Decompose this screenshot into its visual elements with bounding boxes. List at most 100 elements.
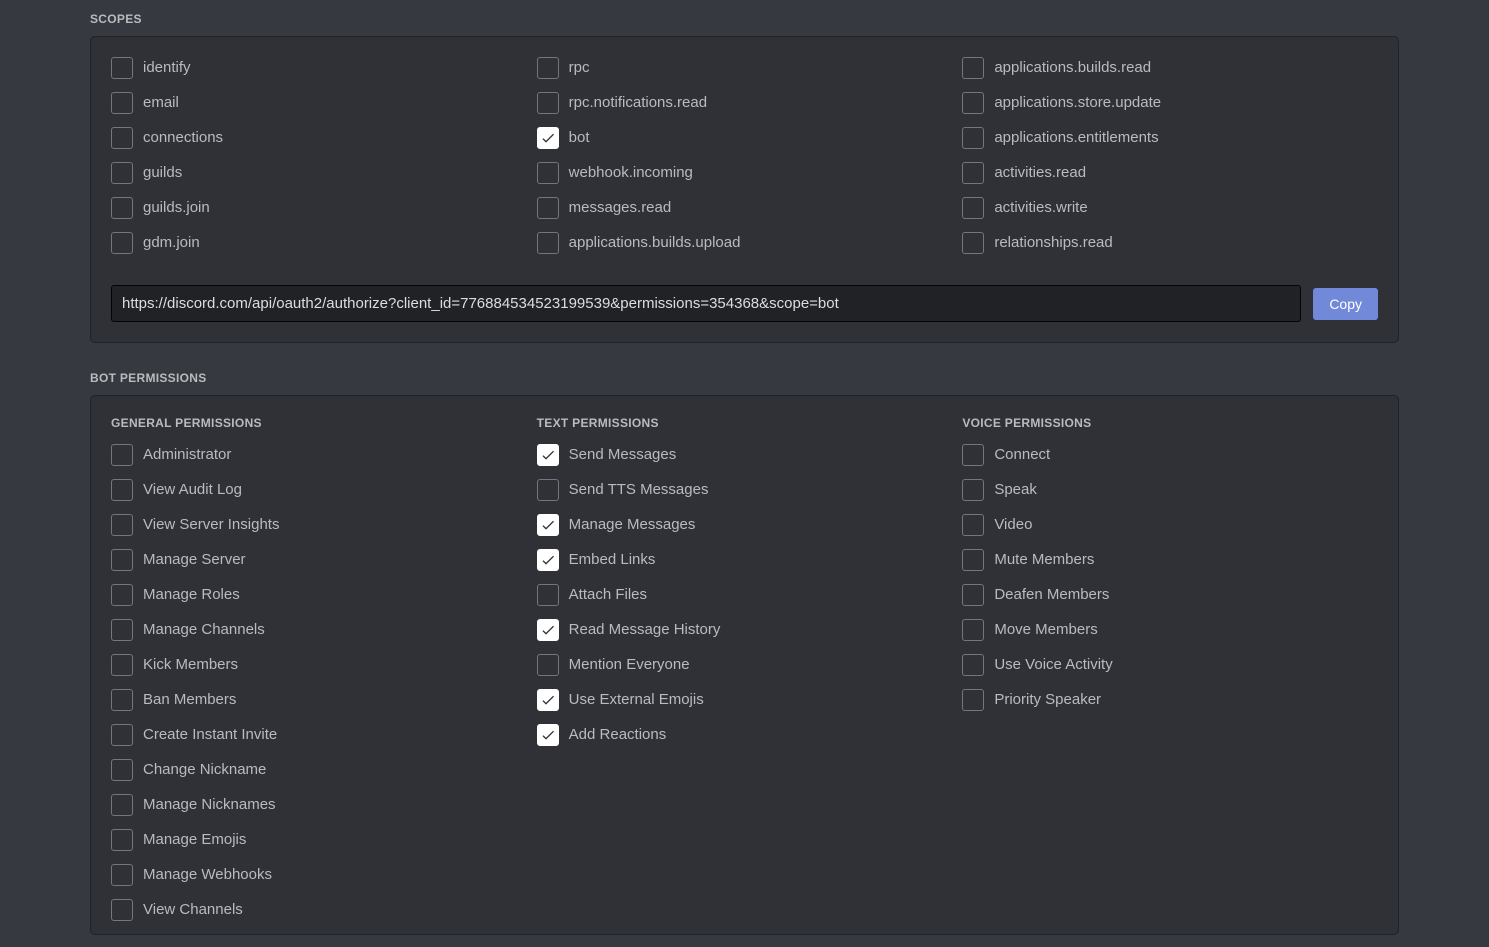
checkbox-label-perm-video[interactable]: Video (994, 515, 1032, 535)
checkbox-label-perm-send-messages[interactable]: Send Messages (569, 445, 677, 465)
oauth-url-input[interactable] (111, 285, 1301, 322)
checkbox-scope-email[interactable] (111, 92, 133, 114)
checkbox-label-perm-view-audit-log[interactable]: View Audit Log (143, 480, 242, 500)
checkbox-label-scope-guilds-join[interactable]: guilds.join (143, 198, 210, 218)
checkbox-perm-move-members[interactable] (962, 619, 984, 641)
checkbox-perm-kick-members[interactable] (111, 654, 133, 676)
checkbox-perm-view-server-insights[interactable] (111, 514, 133, 536)
checkbox-label-perm-manage-webhooks[interactable]: Manage Webhooks (143, 865, 272, 885)
checkbox-perm-mute-members[interactable] (962, 549, 984, 571)
checkbox-scope-guilds-join[interactable] (111, 197, 133, 219)
checkbox-label-perm-manage-nicknames[interactable]: Manage Nicknames (143, 795, 276, 815)
checkbox-label-perm-view-server-insights[interactable]: View Server Insights (143, 515, 279, 535)
checkbox-label-perm-view-channels[interactable]: View Channels (143, 900, 243, 920)
copy-button[interactable]: Copy (1313, 288, 1378, 320)
checkbox-label-perm-mute-members[interactable]: Mute Members (994, 550, 1094, 570)
checkbox-perm-send-tts-messages[interactable] (537, 479, 559, 501)
checkbox-label-perm-change-nickname[interactable]: Change Nickname (143, 760, 266, 780)
checkbox-label-scope-applications-builds-upload[interactable]: applications.builds.upload (569, 233, 741, 253)
checkbox-scope-activities-read[interactable] (962, 162, 984, 184)
checkbox-scope-applications-store-update[interactable] (962, 92, 984, 114)
checkbox-label-scope-activities-write[interactable]: activities.write (994, 198, 1087, 218)
checkbox-perm-manage-webhooks[interactable] (111, 864, 133, 886)
checkbox-label-perm-create-instant-invite[interactable]: Create Instant Invite (143, 725, 277, 745)
checkbox-scope-messages-read[interactable] (537, 197, 559, 219)
checkbox-scope-webhook-incoming[interactable] (537, 162, 559, 184)
checkbox-label-perm-use-external-emojis[interactable]: Use External Emojis (569, 690, 704, 710)
checkbox-scope-relationships-read[interactable] (962, 232, 984, 254)
checkbox-perm-manage-emojis[interactable] (111, 829, 133, 851)
checkbox-label-perm-kick-members[interactable]: Kick Members (143, 655, 238, 675)
checkbox-label-perm-speak[interactable]: Speak (994, 480, 1037, 500)
checkbox-perm-manage-roles[interactable] (111, 584, 133, 606)
checkbox-label-scope-applications-store-update[interactable]: applications.store.update (994, 93, 1161, 113)
checkbox-label-scope-applications-entitlements[interactable]: applications.entitlements (994, 128, 1158, 148)
checkbox-label-scope-identify[interactable]: identify (143, 58, 191, 78)
checkbox-perm-ban-members[interactable] (111, 689, 133, 711)
checkbox-label-perm-deafen-members[interactable]: Deafen Members (994, 585, 1109, 605)
checkbox-label-scope-rpc[interactable]: rpc (569, 58, 590, 78)
checkbox-scope-gdm-join[interactable] (111, 232, 133, 254)
checkbox-label-scope-rpc-notifications-read[interactable]: rpc.notifications.read (569, 93, 707, 113)
checkbox-label-perm-use-voice-activity[interactable]: Use Voice Activity (994, 655, 1112, 675)
checkbox-label-perm-read-message-history[interactable]: Read Message History (569, 620, 721, 640)
checkbox-perm-administrator[interactable] (111, 444, 133, 466)
checkbox-scope-activities-write[interactable] (962, 197, 984, 219)
checkbox-label-perm-manage-emojis[interactable]: Manage Emojis (143, 830, 246, 850)
checkbox-label-perm-administrator[interactable]: Administrator (143, 445, 231, 465)
checkbox-perm-manage-messages[interactable] (537, 514, 559, 536)
checkbox-perm-use-external-emojis[interactable] (537, 689, 559, 711)
checkbox-perm-video[interactable] (962, 514, 984, 536)
checkbox-label-perm-embed-links[interactable]: Embed Links (569, 550, 656, 570)
checkbox-perm-send-messages[interactable] (537, 444, 559, 466)
checkbox-perm-add-reactions[interactable] (537, 724, 559, 746)
checkbox-label-perm-add-reactions[interactable]: Add Reactions (569, 725, 667, 745)
checkbox-perm-read-message-history[interactable] (537, 619, 559, 641)
checkbox-label-scope-email[interactable]: email (143, 93, 179, 113)
checkbox-perm-change-nickname[interactable] (111, 759, 133, 781)
checkbox-perm-view-channels[interactable] (111, 899, 133, 921)
checkbox-perm-manage-server[interactable] (111, 549, 133, 571)
checkbox-scope-applications-entitlements[interactable] (962, 127, 984, 149)
checkbox-scope-identify[interactable] (111, 57, 133, 79)
checkbox-label-perm-attach-files[interactable]: Attach Files (569, 585, 647, 605)
checkbox-perm-create-instant-invite[interactable] (111, 724, 133, 746)
checkbox-scope-applications-builds-upload[interactable] (537, 232, 559, 254)
checkbox-label-scope-guilds[interactable]: guilds (143, 163, 182, 183)
checkbox-perm-embed-links[interactable] (537, 549, 559, 571)
checkbox-label-perm-manage-channels[interactable]: Manage Channels (143, 620, 265, 640)
checkbox-label-scope-applications-builds-read[interactable]: applications.builds.read (994, 58, 1151, 78)
checkbox-scope-rpc[interactable] (537, 57, 559, 79)
checkbox-scope-rpc-notifications-read[interactable] (537, 92, 559, 114)
checkbox-perm-use-voice-activity[interactable] (962, 654, 984, 676)
checkbox-label-scope-bot[interactable]: bot (569, 128, 590, 148)
checkbox-label-perm-manage-messages[interactable]: Manage Messages (569, 515, 696, 535)
checkbox-label-perm-manage-server[interactable]: Manage Server (143, 550, 246, 570)
checkbox-label-scope-gdm-join[interactable]: gdm.join (143, 233, 200, 253)
checkbox-label-perm-mention-everyone[interactable]: Mention Everyone (569, 655, 690, 675)
checkbox-label-scope-connections[interactable]: connections (143, 128, 223, 148)
checkbox-scope-connections[interactable] (111, 127, 133, 149)
checkbox-label-scope-webhook-incoming[interactable]: webhook.incoming (569, 163, 693, 183)
checkbox-label-perm-priority-speaker[interactable]: Priority Speaker (994, 690, 1101, 710)
checkbox-perm-attach-files[interactable] (537, 584, 559, 606)
checkbox-label-scope-messages-read[interactable]: messages.read (569, 198, 672, 218)
checkbox-scope-bot[interactable] (537, 127, 559, 149)
checkbox-label-perm-manage-roles[interactable]: Manage Roles (143, 585, 240, 605)
checkbox-label-perm-send-tts-messages[interactable]: Send TTS Messages (569, 480, 709, 500)
checkbox-scope-guilds[interactable] (111, 162, 133, 184)
checkbox-perm-connect[interactable] (962, 444, 984, 466)
checkbox-perm-manage-channels[interactable] (111, 619, 133, 641)
checkbox-label-perm-move-members[interactable]: Move Members (994, 620, 1097, 640)
checkbox-perm-manage-nicknames[interactable] (111, 794, 133, 816)
checkbox-perm-mention-everyone[interactable] (537, 654, 559, 676)
checkbox-label-scope-relationships-read[interactable]: relationships.read (994, 233, 1112, 253)
checkbox-label-perm-ban-members[interactable]: Ban Members (143, 690, 236, 710)
checkbox-scope-applications-builds-read[interactable] (962, 57, 984, 79)
checkbox-perm-view-audit-log[interactable] (111, 479, 133, 501)
checkbox-perm-priority-speaker[interactable] (962, 689, 984, 711)
checkbox-label-perm-connect[interactable]: Connect (994, 445, 1050, 465)
checkbox-perm-speak[interactable] (962, 479, 984, 501)
checkbox-label-scope-activities-read[interactable]: activities.read (994, 163, 1086, 183)
checkbox-perm-deafen-members[interactable] (962, 584, 984, 606)
